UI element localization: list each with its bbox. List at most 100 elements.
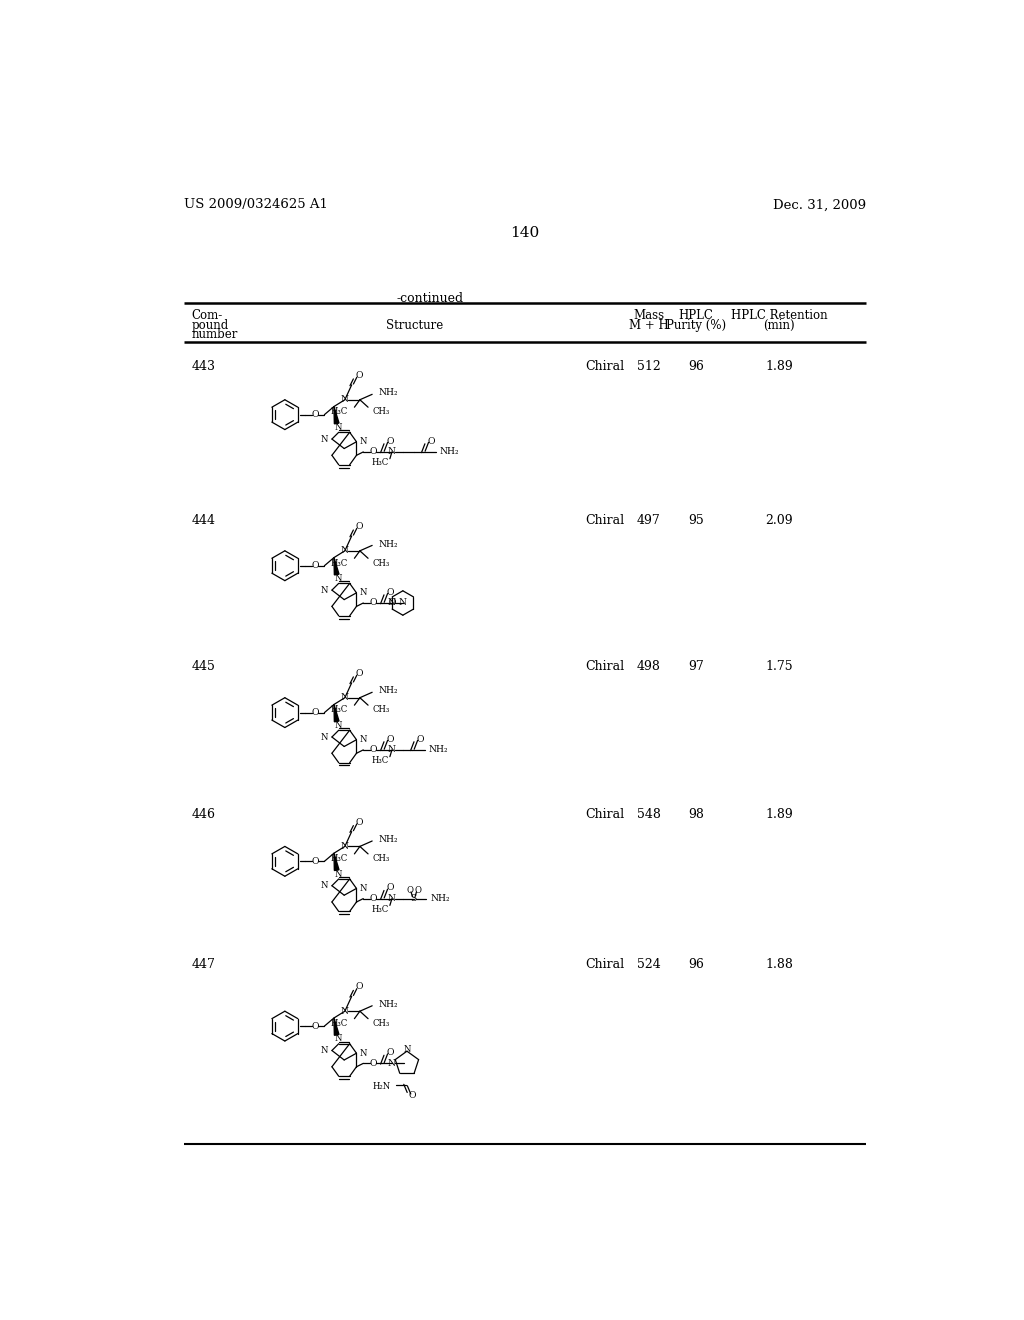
- Text: Structure: Structure: [386, 318, 443, 331]
- Text: S: S: [411, 894, 417, 903]
- Text: O: O: [311, 561, 318, 570]
- Text: O: O: [355, 817, 362, 826]
- Text: M + H: M + H: [629, 318, 669, 331]
- Text: 498: 498: [637, 660, 660, 673]
- Text: N: N: [341, 693, 349, 702]
- Text: CH₃: CH₃: [372, 1019, 389, 1028]
- Polygon shape: [334, 853, 339, 870]
- Text: H₃C: H₃C: [372, 906, 389, 913]
- Text: CH₃: CH₃: [372, 705, 389, 714]
- Text: O: O: [386, 883, 393, 892]
- Text: 1.88: 1.88: [765, 958, 793, 972]
- Text: 96: 96: [688, 958, 705, 972]
- Text: 444: 444: [191, 515, 215, 527]
- Text: 497: 497: [637, 515, 660, 527]
- Text: NH₂: NH₂: [429, 746, 449, 755]
- Text: 96: 96: [688, 360, 705, 374]
- Text: NH₂: NH₂: [379, 1001, 398, 1008]
- Text: N: N: [341, 1007, 349, 1015]
- Text: O: O: [369, 598, 377, 607]
- Text: N: N: [359, 1048, 368, 1057]
- Text: O: O: [355, 982, 362, 991]
- Text: Purity (%): Purity (%): [666, 318, 726, 331]
- Text: NH₂: NH₂: [379, 388, 398, 397]
- Text: H₃C: H₃C: [331, 1019, 347, 1028]
- Text: O: O: [369, 746, 377, 755]
- Text: O: O: [409, 1092, 416, 1101]
- Text: H₂N: H₂N: [373, 1082, 390, 1090]
- Polygon shape: [334, 557, 339, 576]
- Polygon shape: [334, 1018, 339, 1035]
- Text: Chiral: Chiral: [586, 360, 625, 374]
- Text: O: O: [416, 734, 424, 743]
- Text: N: N: [359, 437, 368, 446]
- Text: H₃C: H₃C: [331, 558, 347, 568]
- Text: N: N: [388, 894, 396, 903]
- Text: O: O: [386, 437, 393, 446]
- Text: O: O: [369, 1059, 377, 1068]
- Text: H₃C: H₃C: [372, 756, 389, 766]
- Text: O: O: [369, 447, 377, 457]
- Text: N: N: [321, 882, 328, 890]
- Text: N: N: [321, 434, 328, 444]
- Text: H₃C: H₃C: [372, 458, 389, 467]
- Text: 1.89: 1.89: [765, 808, 793, 821]
- Text: 512: 512: [637, 360, 660, 374]
- Text: O: O: [388, 598, 396, 607]
- Text: N: N: [341, 546, 349, 556]
- Text: O: O: [311, 411, 318, 420]
- Text: N: N: [321, 1045, 328, 1055]
- Text: N: N: [388, 447, 396, 457]
- Text: N: N: [321, 586, 328, 594]
- Text: US 2009/0324625 A1: US 2009/0324625 A1: [183, 198, 328, 211]
- Text: O: O: [369, 894, 377, 903]
- Text: number: number: [191, 327, 238, 341]
- Text: O: O: [355, 669, 362, 677]
- Text: pound: pound: [191, 318, 228, 331]
- Text: N: N: [335, 1035, 342, 1044]
- Text: 446: 446: [191, 808, 215, 821]
- Text: N: N: [335, 574, 342, 583]
- Text: CH₃: CH₃: [372, 408, 389, 416]
- Text: O: O: [386, 734, 393, 743]
- Text: Chiral: Chiral: [586, 958, 625, 972]
- Text: 97: 97: [688, 660, 703, 673]
- Text: NH₂: NH₂: [430, 894, 450, 903]
- Text: 2.09: 2.09: [765, 515, 793, 527]
- Text: N: N: [388, 598, 396, 607]
- Text: N: N: [321, 733, 328, 742]
- Text: N: N: [341, 842, 349, 851]
- Text: H₃C: H₃C: [331, 854, 347, 863]
- Text: N: N: [403, 1045, 411, 1055]
- Text: N: N: [335, 721, 342, 730]
- Text: 447: 447: [191, 958, 215, 972]
- Text: NH₂: NH₂: [379, 686, 398, 696]
- Text: N: N: [359, 589, 368, 598]
- Text: O: O: [311, 1022, 318, 1031]
- Text: HPLC: HPLC: [679, 309, 714, 322]
- Text: H₃C: H₃C: [331, 705, 347, 714]
- Text: Chiral: Chiral: [586, 660, 625, 673]
- Text: 95: 95: [688, 515, 703, 527]
- Text: Com-: Com-: [191, 309, 223, 322]
- Text: NH₂: NH₂: [379, 836, 398, 845]
- Text: CH₃: CH₃: [372, 558, 389, 568]
- Text: 445: 445: [191, 660, 215, 673]
- Text: HPLC Retention: HPLC Retention: [731, 309, 827, 322]
- Text: N: N: [335, 422, 342, 432]
- Text: Mass: Mass: [633, 309, 665, 322]
- Text: 1.75: 1.75: [765, 660, 793, 673]
- Text: H₃C: H₃C: [331, 408, 347, 416]
- Text: Dec. 31, 2009: Dec. 31, 2009: [773, 198, 866, 211]
- Text: N: N: [398, 598, 407, 607]
- Text: 548: 548: [637, 808, 660, 821]
- Text: N: N: [388, 746, 396, 755]
- Text: 98: 98: [688, 808, 705, 821]
- Text: O: O: [427, 437, 434, 446]
- Text: O: O: [386, 1048, 393, 1057]
- Text: O: O: [311, 708, 318, 717]
- Text: N: N: [335, 870, 342, 879]
- Text: Chiral: Chiral: [586, 515, 625, 527]
- Polygon shape: [334, 407, 339, 424]
- Text: N: N: [341, 395, 349, 404]
